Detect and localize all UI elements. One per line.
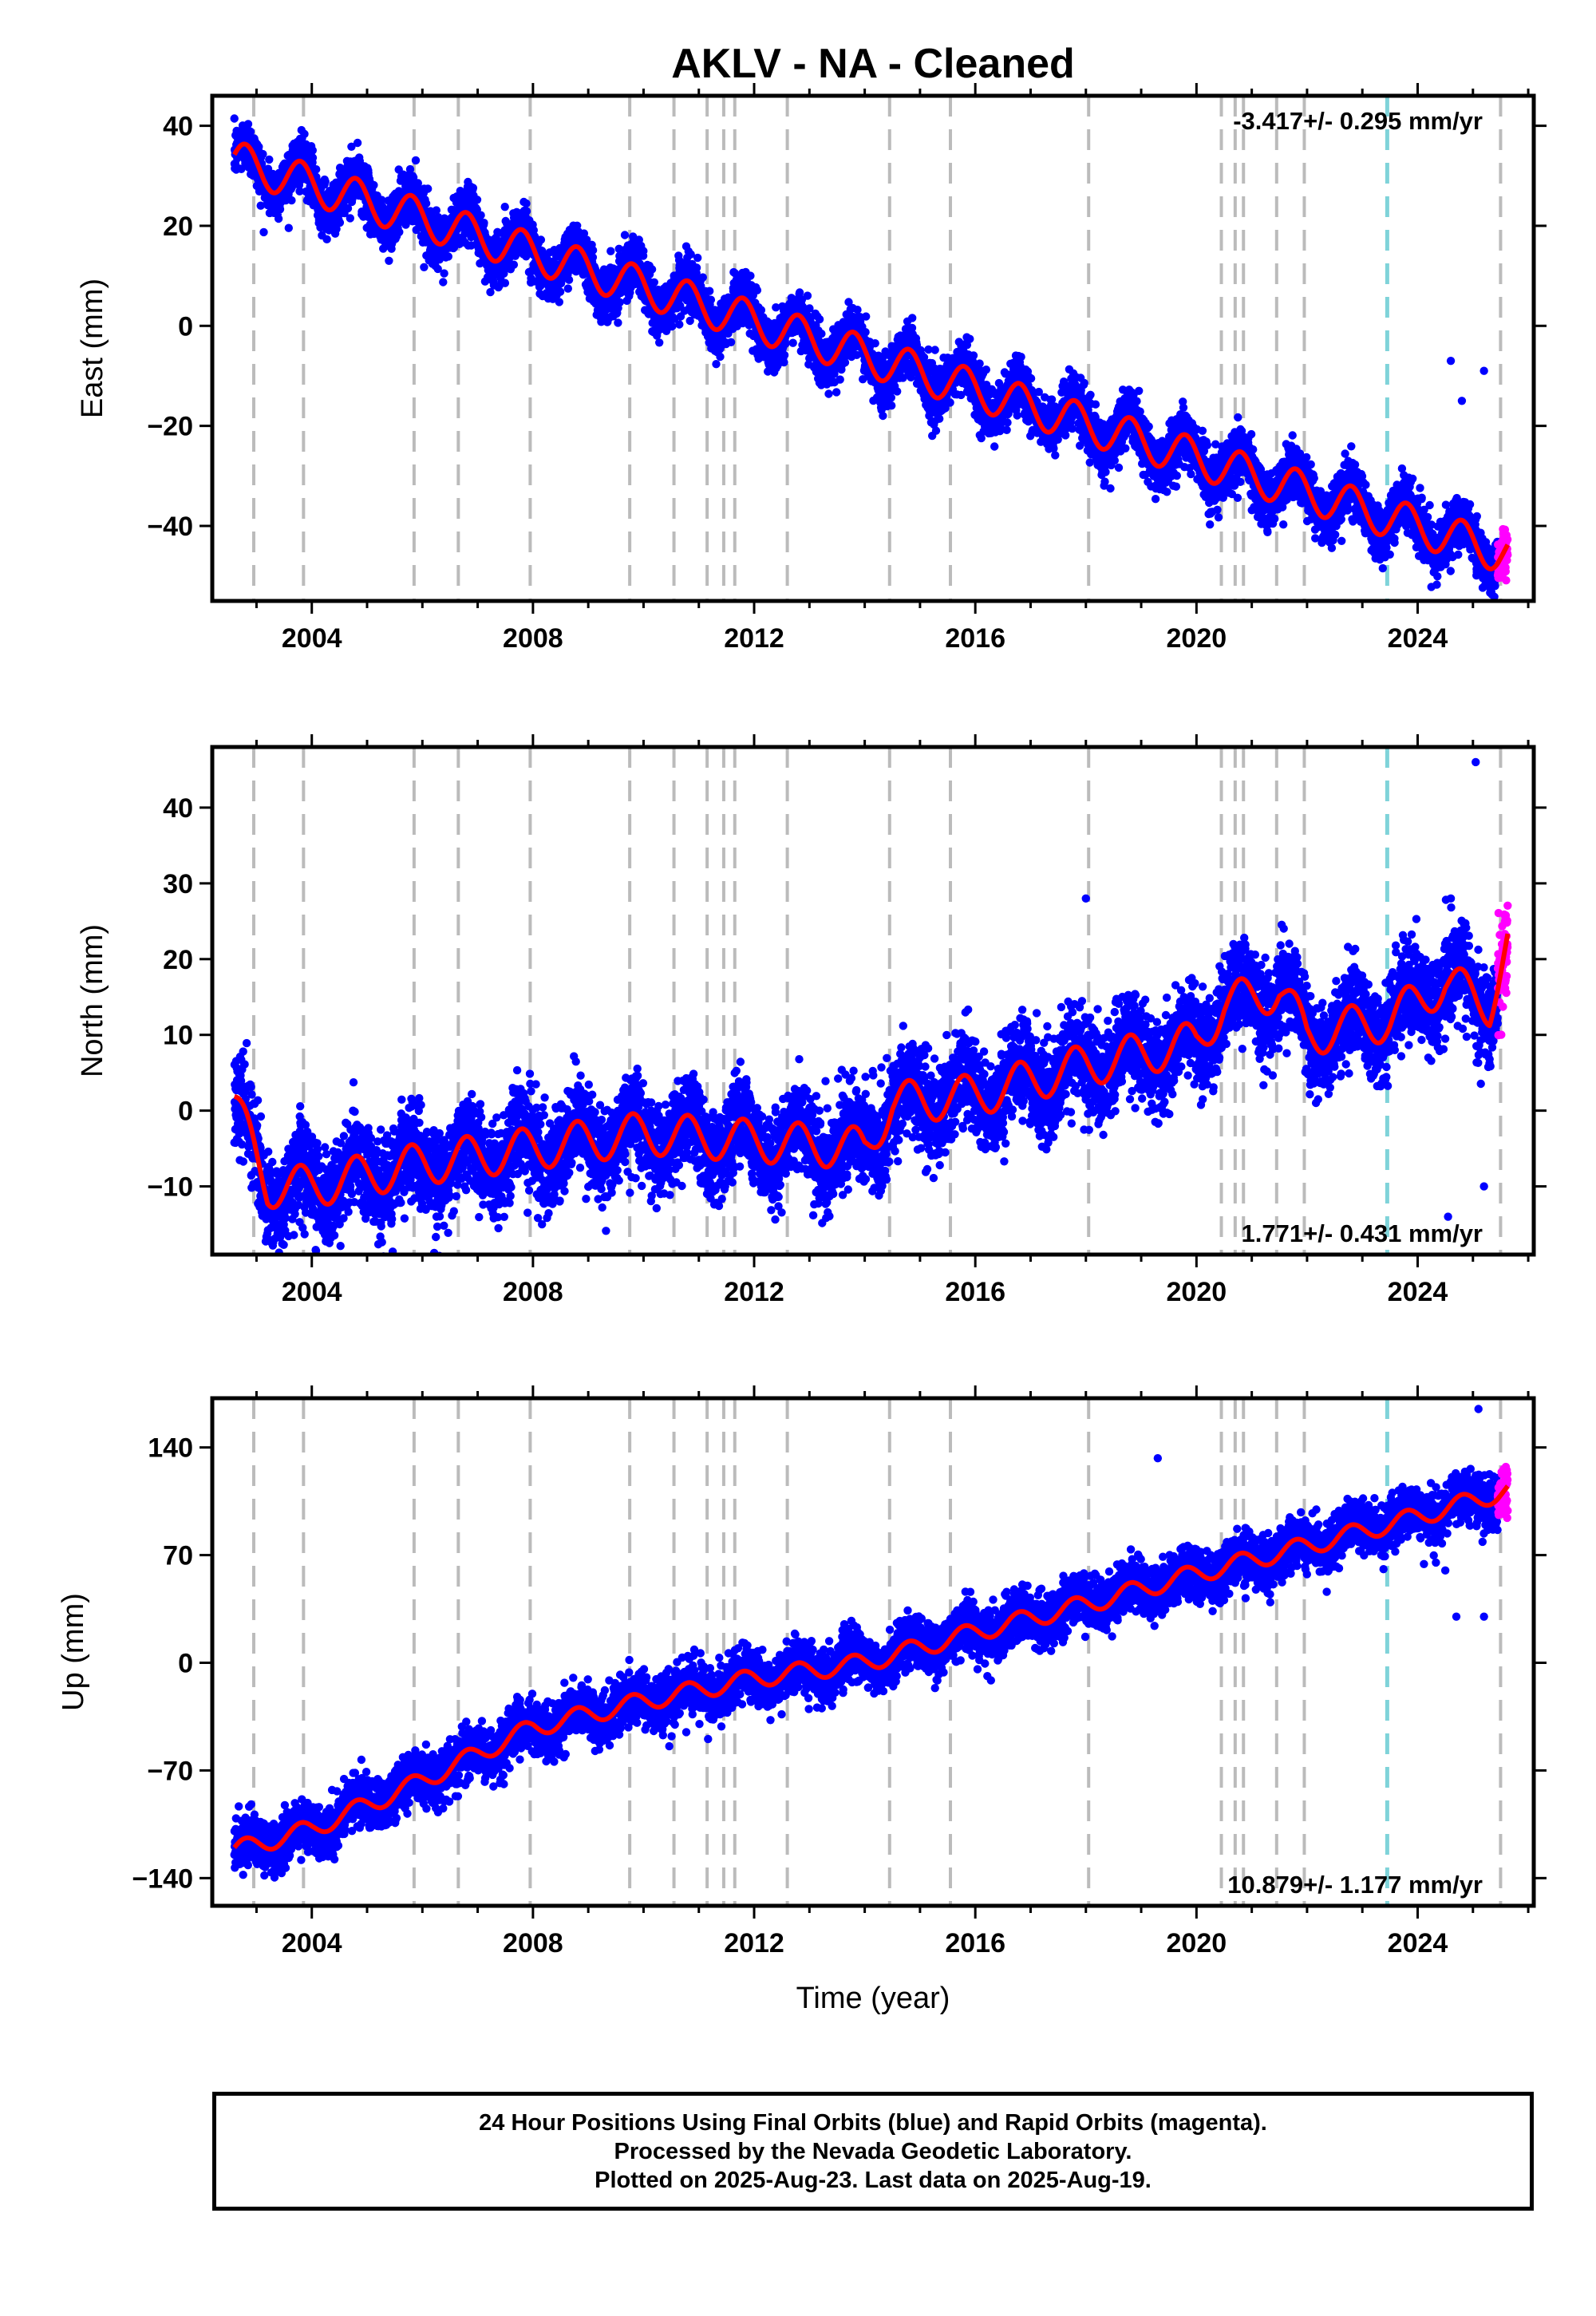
outlier-point (1447, 357, 1455, 365)
caption-line-3: Plotted on 2025-Aug-23. Last data on 202… (595, 2166, 1152, 2195)
y-tick-label: 30 (163, 869, 193, 899)
x-tick-label: 2024 (1388, 1928, 1448, 1958)
panel-east: 40 20 0 −20 −40 2004 2008 2012 2016 2020 2024 East … (76, 83, 1547, 654)
y-tick-label: 20 (163, 945, 193, 975)
y-axis-label: East (mm) (76, 279, 109, 418)
y-tick-label: −20 (147, 412, 193, 442)
outlier-point (1458, 397, 1466, 405)
x-tick-label: 2020 (1167, 1928, 1227, 1958)
y-axis-label: Up (mm) (57, 1593, 90, 1711)
caption-box: 24 Hour Positions Using Final Orbits (bl… (212, 2092, 1534, 2211)
outlier-point (1479, 367, 1487, 375)
panels: 40 20 0 −20 −40 2004 2008 2012 2016 2020 2024 East … (57, 83, 1547, 1958)
outlier-point (1452, 1612, 1460, 1620)
outlier-point (1479, 1182, 1487, 1190)
x-tick-label: 2008 (503, 1928, 563, 1958)
rate-label: 1.771+/- 0.431 mm/yr (1242, 1219, 1483, 1247)
panel-up: 140 70 0 −70 −140 2004 2008 2012 2016 2020 2024 Up … (57, 1385, 1547, 1958)
rate-label: 10.879+/- 1.177 mm/yr (1227, 1871, 1483, 1899)
y-tick-label: 0 (178, 1097, 193, 1127)
outlier-point (1447, 895, 1455, 903)
outlier-point (1082, 895, 1090, 903)
figure-title: AKLV - NA - Cleaned (671, 41, 1075, 87)
x-tick-label: 2020 (1167, 623, 1227, 654)
x-tick-label: 2004 (282, 1277, 342, 1307)
y-tick-label: −140 (132, 1863, 193, 1894)
plot-area (231, 1398, 1512, 1906)
plot-area (231, 96, 1512, 607)
caption-line-2: Processed by the Nevada Geodetic Laborat… (614, 2137, 1132, 2166)
x-tick-label: 2008 (503, 1277, 563, 1307)
x-tick-label: 2012 (724, 623, 784, 654)
y-tick-label: 140 (148, 1433, 193, 1464)
y-tick-label: −10 (147, 1172, 193, 1203)
final-orbit-points (231, 114, 1503, 607)
data-points (231, 1405, 1512, 1881)
x-tick-label: 2020 (1167, 1277, 1227, 1307)
rate-label: -3.417+/- 0.295 mm/yr (1233, 107, 1483, 135)
outlier-point (1475, 1405, 1483, 1413)
x-tick-label: 2012 (724, 1277, 784, 1307)
x-tick-label: 2004 (282, 623, 342, 654)
outlier-point (1154, 1454, 1162, 1462)
y-tick-label: 20 (163, 211, 193, 242)
y-axis-label: North (mm) (76, 924, 109, 1077)
x-tick-label: 2024 (1388, 1277, 1448, 1307)
data-points (231, 758, 1512, 1279)
outlier-point (1472, 758, 1479, 766)
x-tick-label: 2016 (945, 1277, 1005, 1307)
plot-area (231, 747, 1512, 1278)
x-tick-label: 2012 (724, 1928, 784, 1958)
x-tick-label: 2016 (945, 1928, 1005, 1958)
x-tick-label: 2024 (1388, 623, 1448, 654)
panel-north: 40 30 20 10 0 −10 2004 2008 2012 2016 2020 2024 Nort… (76, 734, 1547, 1307)
y-tick-label: 40 (163, 112, 193, 142)
caption-line-1: 24 Hour Positions Using Final Orbits (bl… (479, 2109, 1267, 2137)
x-tick-label: 2008 (503, 623, 563, 654)
x-axis-label: Time (year) (796, 1982, 950, 2015)
y-tick-label: 0 (178, 1648, 193, 1678)
outlier-point (1491, 582, 1499, 590)
y-tick-label: 70 (163, 1541, 193, 1571)
outlier-point (1479, 1612, 1487, 1620)
y-tick-label: −70 (147, 1756, 193, 1786)
outlier-point (1441, 1567, 1449, 1575)
x-tick-label: 2004 (282, 1928, 342, 1958)
y-tick-label: −40 (147, 512, 193, 542)
y-tick-label: 40 (163, 793, 193, 824)
y-tick-label: 10 (163, 1021, 193, 1051)
y-tick-label: 0 (178, 311, 193, 342)
x-tick-label: 2016 (945, 623, 1005, 654)
final-orbit-points (231, 1464, 1503, 1881)
